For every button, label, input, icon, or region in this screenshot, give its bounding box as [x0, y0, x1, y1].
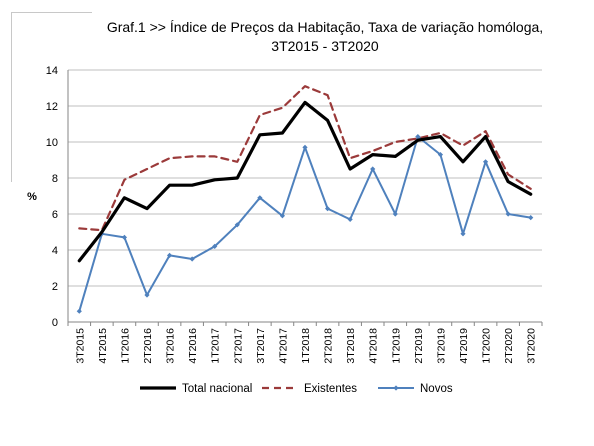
- x-tick-label: 4T2016: [187, 328, 199, 364]
- data-point-marker: [505, 211, 511, 217]
- x-tick-label: 4T2018: [368, 328, 380, 364]
- legend-marker: [393, 385, 399, 391]
- data-point-marker: [257, 195, 263, 201]
- data-point-marker: [482, 159, 489, 165]
- data-point-marker: [189, 256, 195, 262]
- x-tick-label: 1T2019: [390, 328, 402, 364]
- data-point-marker: [370, 166, 376, 172]
- frame-border-left: [11, 12, 12, 182]
- data-point-marker: [302, 144, 308, 150]
- y-tick-label: 6: [52, 209, 58, 221]
- data-point-marker: [234, 222, 240, 228]
- x-tick-label: 3T2017: [255, 328, 267, 364]
- data-point-marker: [121, 234, 128, 240]
- x-tick-label: 3T2016: [165, 328, 177, 364]
- y-tick-label: 0: [52, 317, 58, 329]
- data-point-marker: [415, 134, 421, 140]
- x-tick-label: 1T2018: [300, 328, 312, 364]
- x-tick-label: 1T2016: [119, 328, 131, 364]
- x-tick-label: 4T2015: [97, 328, 109, 364]
- data-point-marker: [279, 213, 286, 219]
- x-tick-label: 3T2018: [345, 328, 357, 364]
- y-axis-label: %: [27, 191, 37, 203]
- data-point-marker: [144, 292, 150, 298]
- chart-title-line-2: 3T2015 - 3T2020: [271, 38, 379, 54]
- chart-title: Graf.1 >> Índice de Preços da Habitação,…: [90, 18, 560, 56]
- x-tick-label: 4T2019: [458, 328, 470, 364]
- legend-label: Novos: [420, 383, 453, 395]
- x-tick-label: 2T2016: [142, 328, 154, 364]
- y-tick-label: 14: [46, 65, 58, 77]
- data-point-marker: [324, 206, 331, 212]
- x-tick-label: 2T2017: [232, 328, 244, 364]
- y-tick-label: 8: [52, 173, 58, 185]
- data-point-marker: [392, 211, 398, 217]
- data-point-marker: [460, 231, 466, 237]
- x-tick-label: 1T2020: [481, 328, 493, 364]
- y-tick-label: 2: [52, 281, 58, 293]
- x-tick-label: 1T2017: [210, 328, 222, 364]
- series-line-total-nacional: [77, 100, 533, 263]
- data-point-marker: [347, 216, 353, 222]
- data-point-marker: [76, 308, 82, 314]
- series-line-existentes: [78, 85, 532, 232]
- y-tick-label: 10: [46, 137, 58, 149]
- legend-label: Total nacional: [182, 383, 252, 395]
- x-tick-label: 3T2019: [435, 328, 447, 364]
- y-tick-label: 4: [52, 245, 58, 257]
- x-tick-label: 4T2017: [277, 328, 289, 364]
- x-tick-label: 2T2020: [503, 328, 515, 364]
- x-tick-label: 2T2018: [323, 328, 335, 364]
- data-point-marker: [212, 243, 218, 249]
- x-tick-label: 3T2020: [526, 328, 538, 364]
- data-point-marker: [437, 152, 444, 158]
- y-tick-label: 12: [46, 101, 58, 113]
- x-tick-label: 3T2015: [74, 328, 86, 364]
- legend-label: Existentes: [304, 383, 357, 395]
- data-point-marker: [528, 215, 534, 221]
- data-point-marker: [166, 252, 173, 258]
- frame-border-top: [12, 12, 92, 13]
- chart-title-line-1: Graf.1 >> Índice de Preços da Habitação,…: [106, 19, 544, 35]
- x-tick-label: 2T2019: [413, 328, 425, 364]
